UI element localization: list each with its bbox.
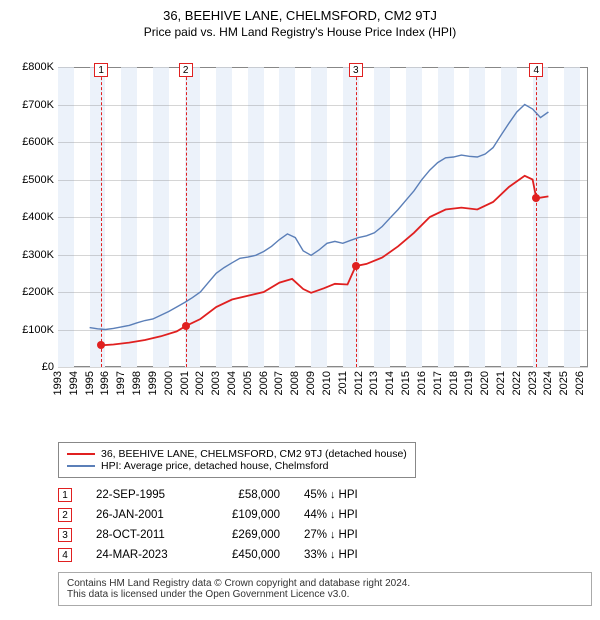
sale-dot [352,262,360,270]
legend-swatch [67,453,95,455]
x-axis-label: 2011 [337,371,349,395]
delta-percent: 27% [304,529,327,541]
sale-row: 3 28-OCT-2011 £269,000 27%↓HPI [58,528,592,542]
delta-percent: 33% [304,549,327,561]
legend-item: 36, BEEHIVE LANE, CHELMSFORD, CM2 9TJ (d… [67,448,407,460]
sale-price: £269,000 [210,529,280,541]
delta-percent: 44% [304,509,327,521]
sale-delta: 33%↓HPI [304,549,358,561]
sale-row-marker: 1 [58,488,72,502]
x-axis-label: 2017 [432,371,444,395]
x-axis-label: 2000 [163,371,175,395]
x-axis-label: 2021 [495,371,507,395]
delta-suffix: HPI [339,509,358,521]
legend-swatch [67,465,95,467]
arrow-down-icon: ↓ [330,509,336,521]
chart-title: 36, BEEHIVE LANE, CHELMSFORD, CM2 9TJ [8,8,592,23]
sale-row-marker: 3 [58,528,72,542]
x-axis-label: 1997 [115,371,127,395]
x-axis-label: 1993 [52,371,64,395]
arrow-down-icon: ↓ [330,549,336,561]
legend-item: HPI: Average price, detached house, Chel… [67,460,407,472]
sale-delta: 27%↓HPI [304,529,358,541]
x-axis-label: 2001 [179,371,191,395]
x-axis-label: 2010 [321,371,333,395]
sale-row: 4 24-MAR-2023 £450,000 33%↓HPI [58,548,592,562]
x-axis-label: 2019 [463,371,475,395]
series-hpi [90,105,549,330]
legend: 36, BEEHIVE LANE, CHELMSFORD, CM2 9TJ (d… [58,442,416,478]
x-axis-label: 2026 [574,371,586,395]
x-axis-label: 2003 [210,371,222,395]
x-axis-label: 2024 [542,371,554,395]
sale-row: 2 26-JAN-2001 £109,000 44%↓HPI [58,508,592,522]
chart-area: £0£100K£200K£300K£400K£500K£600K£700K£80… [8,47,592,407]
sale-row-marker: 2 [58,508,72,522]
footer-line: This data is licensed under the Open Gov… [67,589,583,600]
sale-row-marker: 4 [58,548,72,562]
legend-label: 36, BEEHIVE LANE, CHELMSFORD, CM2 9TJ (d… [101,448,407,460]
delta-percent: 45% [304,489,327,501]
footer: Contains HM Land Registry data © Crown c… [58,572,592,606]
sale-dot [532,194,540,202]
footer-line: Contains HM Land Registry data © Crown c… [67,578,583,589]
x-axis-label: 2016 [416,371,428,395]
x-axis-label: 2005 [242,371,254,395]
x-axis-label: 1999 [147,371,159,395]
x-axis-label: 2008 [289,371,301,395]
x-axis-label: 2007 [273,371,285,395]
chart-subtitle: Price paid vs. HM Land Registry's House … [8,25,592,39]
x-axis-label: 2015 [400,371,412,395]
sale-date: 24-MAR-2023 [96,549,186,561]
sale-date: 22-SEP-1995 [96,489,186,501]
x-axis-label: 2004 [226,371,238,395]
x-axis-label: 1994 [68,371,80,395]
arrow-down-icon: ↓ [330,489,336,501]
sale-date: 28-OCT-2011 [96,529,186,541]
arrow-down-icon: ↓ [330,529,336,541]
x-axis-label: 2002 [194,371,206,395]
x-axis-label: 2013 [368,371,380,395]
delta-suffix: HPI [339,549,358,561]
sale-dot [97,341,105,349]
sale-delta: 45%↓HPI [304,489,358,501]
x-axis-label: 1998 [131,371,143,395]
x-axis-label: 1996 [99,371,111,395]
chart-lines [8,47,590,369]
delta-suffix: HPI [339,529,358,541]
x-axis-label: 1995 [84,371,96,395]
title-block: 36, BEEHIVE LANE, CHELMSFORD, CM2 9TJ Pr… [8,8,592,39]
x-axis-label: 2020 [479,371,491,395]
x-axis-label: 2006 [258,371,270,395]
x-axis-label: 2009 [305,371,317,395]
x-axis-label: 2014 [384,371,396,395]
delta-suffix: HPI [339,489,358,501]
x-axis-label: 2025 [558,371,570,395]
sale-dot [182,322,190,330]
sale-delta: 44%↓HPI [304,509,358,521]
sale-row: 1 22-SEP-1995 £58,000 45%↓HPI [58,488,592,502]
x-axis-label: 2012 [353,371,365,395]
sale-date: 26-JAN-2001 [96,509,186,521]
sale-price: £109,000 [210,509,280,521]
sale-price: £58,000 [210,489,280,501]
sale-price: £450,000 [210,549,280,561]
series-property [101,176,548,345]
sale-table: 122-SEP-1995£58,00045%↓HPI226-JAN-2001£1… [58,488,592,562]
legend-label: HPI: Average price, detached house, Chel… [101,460,328,472]
x-axis-label: 2023 [527,371,539,395]
x-axis-label: 2018 [448,371,460,395]
x-axis-label: 2022 [511,371,523,395]
